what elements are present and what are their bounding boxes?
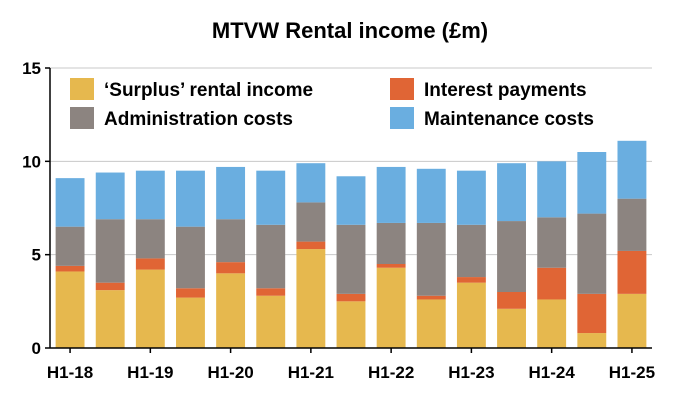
bar-segment	[376, 222, 406, 264]
bar-segment	[296, 249, 326, 348]
bar-segment	[336, 301, 366, 348]
bar-segment	[617, 198, 647, 251]
legend-swatch	[70, 107, 94, 129]
bar-segment	[376, 166, 406, 223]
bars	[55, 140, 647, 348]
bar-segment	[55, 265, 85, 272]
bar-segment	[216, 262, 246, 274]
bar-segment	[256, 170, 286, 225]
bar-segment	[296, 202, 326, 242]
legend-swatch	[390, 78, 414, 100]
bar-segment	[376, 264, 406, 268]
legend-swatch	[70, 78, 94, 100]
bar-segment	[336, 224, 366, 294]
bar-segment	[376, 267, 406, 348]
x-tick-label: H1-24	[529, 363, 576, 382]
bar-segment	[256, 295, 286, 348]
bar-segment	[135, 219, 165, 259]
bar-segment	[416, 295, 446, 300]
bar-segment	[577, 293, 607, 334]
bar-segment	[336, 293, 366, 302]
legend-item: Interest payments	[390, 78, 587, 101]
bar-segment	[216, 273, 246, 348]
axes: 0 5 10 15 H1-18 H1-19 H1-20 H1-21 H1-22 H1-23 H1-2…	[22, 59, 655, 382]
bar-segment	[135, 269, 165, 348]
y-tick-label: 10	[22, 152, 41, 171]
bar-segment	[497, 292, 526, 309]
x-tick-label: H1-25	[609, 363, 655, 382]
legend-label: Interest payments	[424, 80, 587, 101]
bar-segment	[497, 308, 526, 348]
bar-segment	[617, 293, 647, 348]
bar-segment	[55, 271, 85, 348]
bar-segment	[537, 299, 567, 348]
bar-segment	[176, 288, 205, 298]
legend: ‘Surplus’ rental income Interest payments…	[70, 78, 594, 130]
bar-segment	[216, 219, 246, 263]
chart-title: MTVW Rental income (£m)	[212, 18, 488, 43]
bar-segment	[95, 290, 125, 348]
bar-segment	[497, 221, 526, 292]
y-tick-label: 15	[22, 59, 41, 78]
bar-segment	[256, 288, 286, 296]
bar-segment	[456, 277, 486, 283]
legend-item: Administration costs	[70, 107, 293, 130]
x-tick-label: H1-23	[448, 363, 494, 382]
bar-segment	[416, 168, 446, 223]
bar-segment	[537, 161, 567, 218]
bar-segment	[95, 172, 125, 220]
legend-item: Maintenance costs	[390, 107, 594, 130]
bar-segment	[577, 213, 607, 294]
bar-segment	[497, 163, 526, 222]
bar-segment	[416, 222, 446, 296]
y-tick-label: 0	[32, 339, 41, 358]
bar-segment	[95, 282, 125, 291]
bar-segment	[577, 333, 607, 348]
bar-segment	[176, 170, 205, 227]
bar-segment	[336, 176, 366, 225]
legend-label: Administration costs	[104, 109, 293, 130]
bar-segment	[256, 224, 286, 289]
x-tick-label: H1-22	[368, 363, 414, 382]
legend-label: Maintenance costs	[424, 109, 594, 130]
bar-segment	[95, 219, 125, 283]
bar-segment	[617, 250, 647, 294]
legend-item: ‘Surplus’ rental income	[70, 78, 313, 101]
bar-segment	[176, 226, 205, 289]
bar-segment	[176, 297, 205, 348]
y-tick-label: 5	[32, 246, 41, 265]
legend-label: ‘Surplus’ rental income	[104, 80, 313, 101]
bar-segment	[456, 170, 486, 225]
bar-segment	[456, 282, 486, 348]
bar-segment	[135, 258, 165, 270]
bar-segment	[216, 166, 246, 220]
bar-segment	[537, 267, 567, 300]
bar-segment	[55, 226, 85, 266]
bar-segment	[296, 241, 326, 250]
bar-segment	[577, 152, 607, 214]
x-tick-label: H1-20	[207, 363, 253, 382]
bar-segment	[416, 299, 446, 348]
bar-segment	[537, 217, 567, 268]
x-tick-label: H1-21	[288, 363, 334, 382]
x-tick-label: H1-19	[127, 363, 173, 382]
bar-segment	[296, 163, 326, 203]
bar-segment	[135, 170, 165, 220]
bar-segment	[55, 178, 85, 227]
bar-segment	[456, 224, 486, 278]
legend-swatch	[390, 107, 414, 129]
bar-segment	[617, 140, 647, 199]
x-tick-label: H1-18	[47, 363, 93, 382]
